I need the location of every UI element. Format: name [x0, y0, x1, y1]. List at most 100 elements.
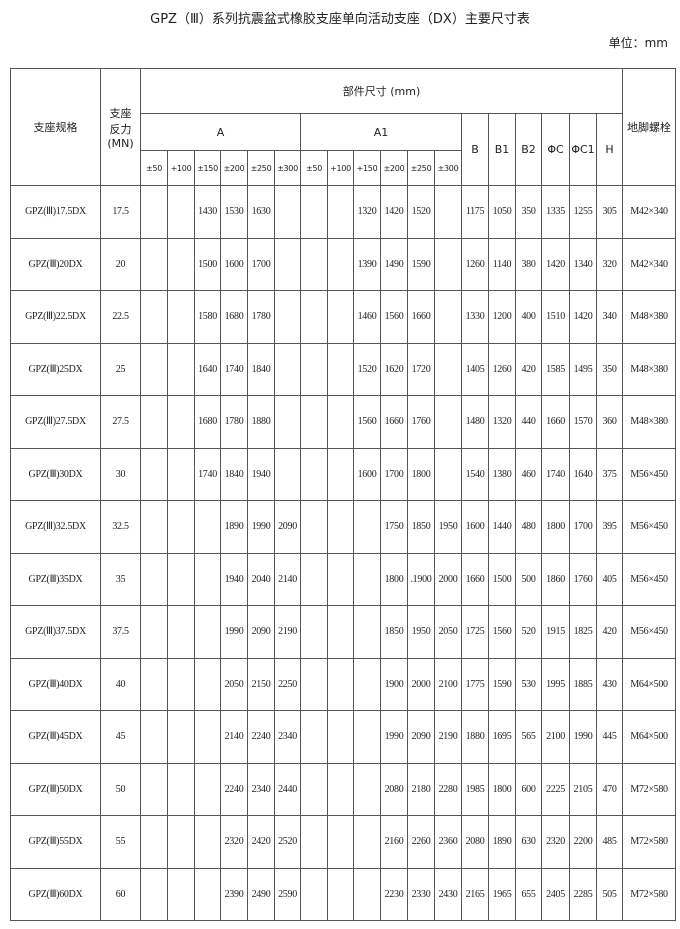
empty-cell — [327, 815, 354, 869]
cell: 1800 — [380, 552, 408, 606]
empty-cell — [300, 552, 328, 606]
cell: 1255 — [569, 185, 597, 239]
cell: 2250 — [274, 657, 301, 711]
title: GPZ（Ⅲ）系列抗震盆式橡胶支座单向活动支座（DX）主要尺寸表 — [150, 12, 530, 27]
data-row: GPZ(Ⅲ)40DX 40 2050 2150 2250 1900 2000 2100 1775… — [10, 657, 677, 711]
cell: 2320 — [541, 815, 570, 869]
header-cell: 支座 反力 (MN) — [100, 68, 141, 186]
cell: 55 — [100, 815, 141, 869]
cell: 1580 — [194, 290, 221, 344]
cell: 1380 — [488, 447, 516, 501]
cell: 1330 — [461, 290, 489, 344]
data-row: GPZ(Ⅲ)37.5DX 37.5 1990 2090 2190 1850 1950 2050… — [10, 605, 677, 659]
header-cell: H — [595, 113, 624, 186]
cell: GPZ(Ⅲ)25DX — [10, 342, 101, 396]
empty-cell — [327, 710, 354, 764]
cell: 1420 — [541, 237, 570, 291]
cell: 1600 — [461, 500, 489, 554]
cell: 350 — [515, 185, 542, 239]
cell: GPZ(Ⅲ)27.5DX — [10, 395, 101, 449]
cell: GPZ(Ⅲ)37.5DX — [10, 605, 101, 659]
empty-cell — [274, 185, 301, 239]
cell: M56×450 — [622, 605, 677, 659]
cell: 1420 — [380, 185, 408, 239]
sub-header: ±250 — [407, 150, 435, 186]
header-row: A A1 B B1 B2 ΦC ΦC1 H — [11, 113, 676, 186]
cell: GPZ(Ⅲ)35DX — [10, 552, 101, 606]
cell: 1430 — [194, 185, 221, 239]
cell: M42×340 — [622, 185, 677, 239]
empty-cell — [434, 290, 462, 344]
cell: 1680 — [220, 290, 248, 344]
cell: 30 — [100, 447, 141, 501]
cell: 1965 — [488, 867, 516, 921]
cell: 35 — [100, 552, 141, 606]
cell: 395 — [595, 500, 624, 554]
cell: 40 — [100, 657, 141, 711]
cell: 2320 — [220, 815, 248, 869]
cell: 1480 — [461, 395, 489, 449]
cell: 2340 — [247, 762, 275, 816]
cell: 1750 — [380, 500, 408, 554]
cell: 2520 — [274, 815, 301, 869]
empty-cell — [167, 447, 195, 501]
cell: 1590 — [407, 237, 435, 291]
cell: M56×450 — [622, 500, 677, 554]
cell: 2190 — [434, 710, 462, 764]
cell: 20 — [100, 237, 141, 291]
cell: 375 — [595, 447, 624, 501]
cell: 2420 — [247, 815, 275, 869]
cell: 2080 — [461, 815, 489, 869]
cell: 1990 — [247, 500, 275, 554]
cell: M72×580 — [622, 815, 677, 869]
cell: 1560 — [488, 605, 516, 659]
cell: 2360 — [434, 815, 462, 869]
empty-cell — [353, 552, 381, 606]
cell: 25 — [100, 342, 141, 396]
empty-cell — [353, 710, 381, 764]
header-cell: 地脚螺栓 — [622, 68, 677, 186]
empty-cell — [194, 762, 221, 816]
header-row: 支座规格 支座 反力 (MN) 部件尺寸 (mm) 地脚螺栓 — [10, 68, 677, 186]
empty-cell — [194, 815, 221, 869]
empty-cell — [167, 605, 195, 659]
empty-cell — [167, 290, 195, 344]
empty-cell — [434, 237, 462, 291]
empty-cell — [327, 867, 354, 921]
data-row: GPZ(Ⅲ)25DX 25 1640 1740 1840 1520 1620 1720 1405… — [10, 342, 677, 396]
cell: 1985 — [461, 762, 489, 816]
cell: 1600 — [220, 237, 248, 291]
cell: 2430 — [434, 867, 462, 921]
cell: M48×380 — [622, 342, 677, 396]
empty-cell — [140, 710, 168, 764]
cell: 1495 — [569, 342, 597, 396]
sub-header: ±300 — [274, 150, 301, 186]
header-cell: B2 — [515, 113, 542, 186]
cell: 1695 — [488, 710, 516, 764]
cell: 420 — [515, 342, 542, 396]
header-line: (MN) — [107, 136, 134, 150]
header-line: 反力 — [109, 122, 132, 136]
data-row: GPZ(Ⅲ)17.5DX 17.5 1430 1530 1630 1320 1420 1520… — [10, 185, 677, 239]
cell: 1700 — [247, 237, 275, 291]
data-row: GPZ(Ⅲ)32.5DX 32.5 1890 1990 2090 1750 1850 1950… — [10, 500, 677, 554]
empty-cell — [327, 185, 354, 239]
empty-cell — [140, 605, 168, 659]
cell: 1660 — [541, 395, 570, 449]
empty-cell — [140, 447, 168, 501]
cell: 1740 — [220, 342, 248, 396]
empty-cell — [327, 657, 354, 711]
empty-cell — [353, 500, 381, 554]
cell: 565 — [515, 710, 542, 764]
cell: GPZ(Ⅲ)17.5DX — [10, 185, 101, 239]
cell: 2090 — [274, 500, 301, 554]
cell: 1640 — [194, 342, 221, 396]
empty-cell — [194, 710, 221, 764]
cell: 1700 — [380, 447, 408, 501]
cell: 1840 — [247, 342, 275, 396]
cell: M42×340 — [622, 237, 677, 291]
cell: 1800 — [488, 762, 516, 816]
empty-cell — [353, 605, 381, 659]
empty-cell — [140, 290, 168, 344]
